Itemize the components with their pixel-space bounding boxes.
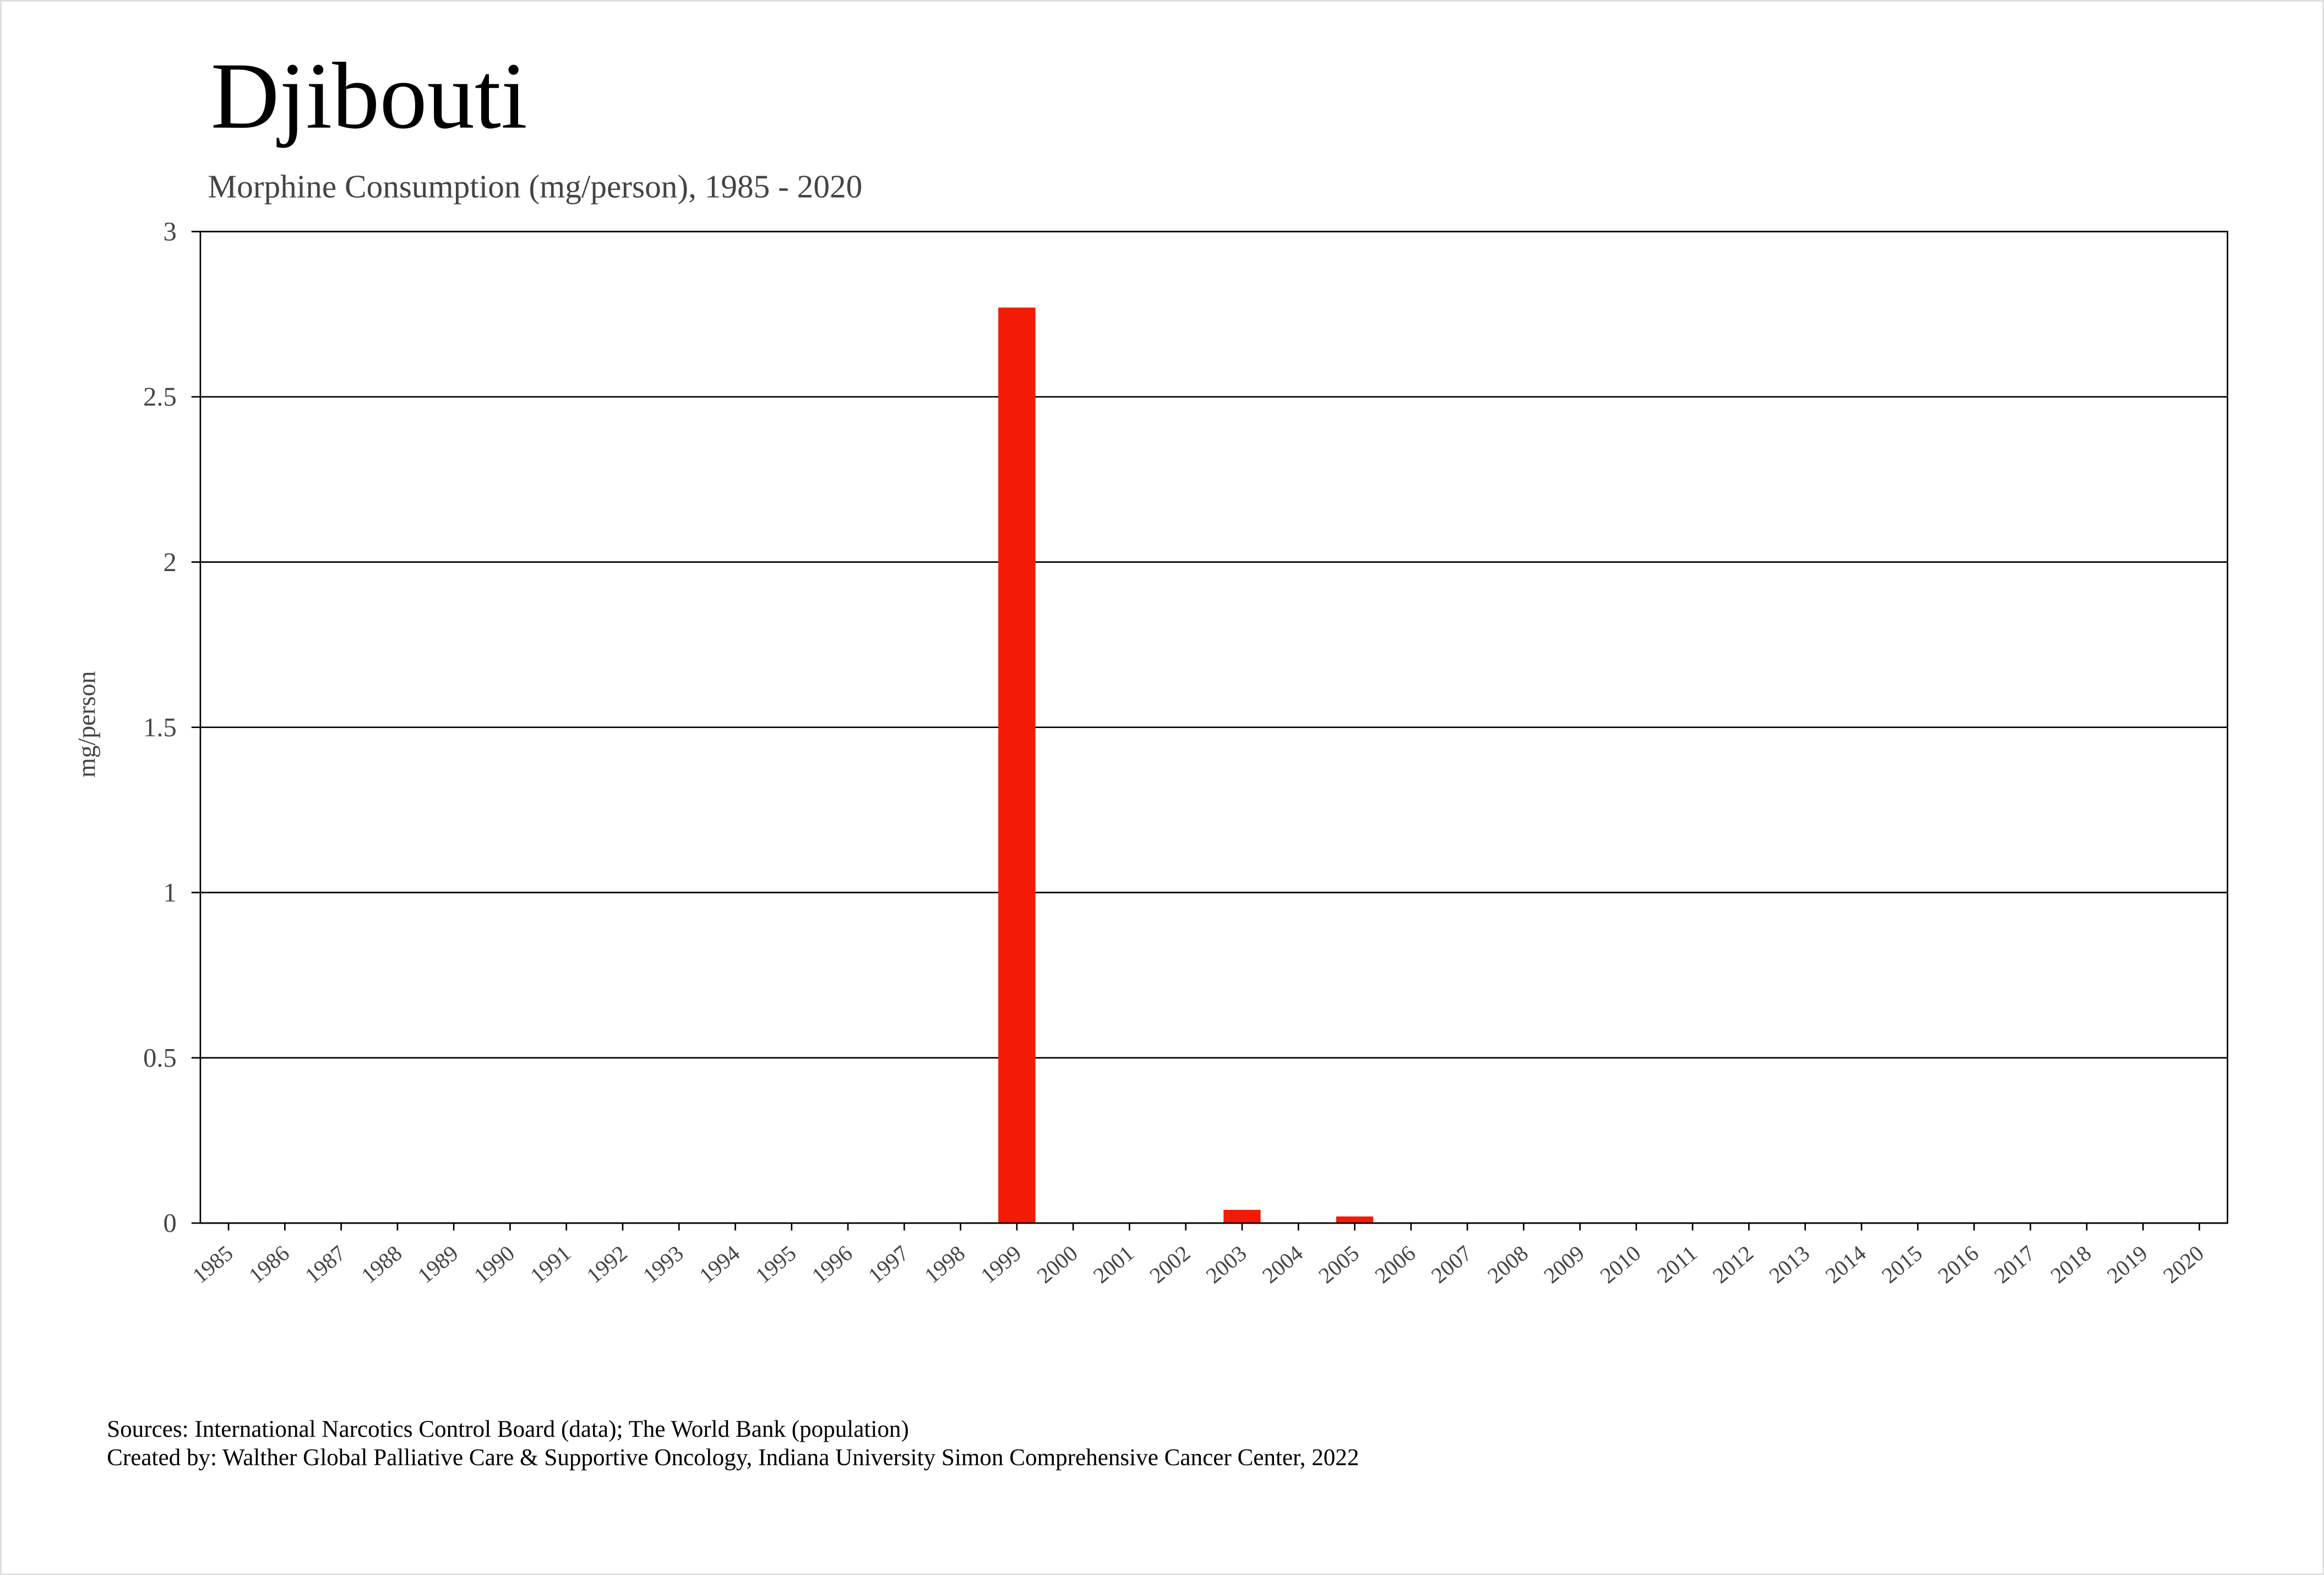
- source-note: Sources: International Narcotics Control…: [107, 1416, 909, 1442]
- chart-title: Djibouti: [211, 44, 527, 149]
- chart-subtitle: Morphine Consumption (mg/person), 1985 -…: [208, 168, 862, 204]
- bar: [998, 307, 1036, 1223]
- y-tick-label: 2: [164, 548, 177, 577]
- bar: [1336, 1216, 1374, 1223]
- y-tick-label: 3: [164, 218, 177, 247]
- bar: [1223, 1209, 1261, 1223]
- y-tick-label: 0: [164, 1209, 177, 1238]
- y-tick-label: 1.5: [143, 713, 177, 742]
- y-axis-label: mg/person: [73, 671, 101, 778]
- y-tick-label: 2.5: [143, 383, 177, 412]
- plot-frame: [199, 231, 2229, 1224]
- y-tick-label: 0.5: [143, 1044, 177, 1073]
- credit-note: Created by: Walther Global Palliative Ca…: [107, 1444, 1359, 1470]
- y-tick-label: 1: [164, 878, 177, 908]
